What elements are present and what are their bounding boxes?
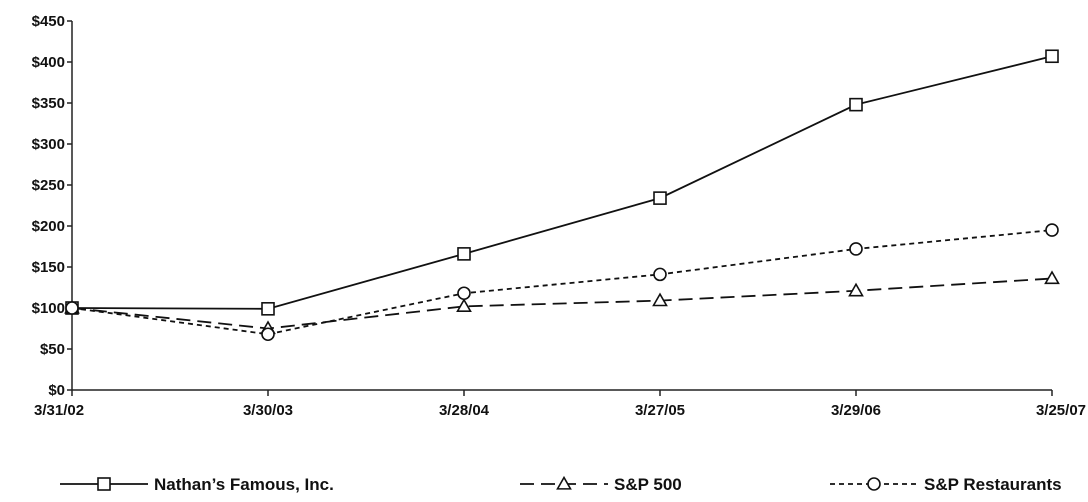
data-point-triangle <box>456 298 472 313</box>
data-point-square <box>849 97 863 112</box>
y-tick-label: $0 <box>48 382 65 399</box>
x-tick-label: 3/28/04 <box>439 402 490 419</box>
data-point-circle <box>457 286 471 301</box>
legend-marker-square <box>97 477 111 491</box>
y-tick-label: $450 <box>32 13 65 30</box>
legend-entry: S&P Restaurants <box>830 475 1062 494</box>
y-tick-label: $300 <box>32 136 65 153</box>
chart-axes: $0 $50 $100 $150 $200 $250 $300 $350 $400 $450 3/3… <box>32 13 1086 419</box>
series-line <box>71 55 1053 310</box>
data-point-circle <box>1045 223 1059 237</box>
data-point-circle <box>65 301 79 315</box>
data-point-circle <box>849 242 863 256</box>
data-point-triangle <box>1044 270 1060 285</box>
y-tick-label: $200 <box>32 218 65 235</box>
chart-series-layer <box>64 49 1060 342</box>
y-tick-label: $400 <box>32 54 65 71</box>
data-point-square <box>457 247 471 261</box>
legend-entry: Nathan’s Famous, Inc. <box>60 475 334 494</box>
legend-marker-triangle <box>556 475 572 490</box>
x-tick-label: 3/25/07 <box>1036 402 1086 419</box>
x-tick-label: 3/27/05 <box>635 402 685 419</box>
series-square <box>65 49 1059 316</box>
legend-marker-circle <box>867 477 881 491</box>
data-point-triangle <box>848 282 864 297</box>
data-point-square <box>261 302 275 316</box>
data-point-circle <box>261 327 275 342</box>
y-tick-label: $50 <box>40 341 65 358</box>
x-tick-label: 3/31/02 <box>34 402 84 419</box>
data-point-square <box>653 191 667 205</box>
y-tick-label: $250 <box>32 177 65 194</box>
chart-legend: Nathan’s Famous, Inc. S&P 500 S&P Restaura… <box>60 475 1062 494</box>
series-circle <box>65 223 1059 342</box>
series-line <box>71 277 1053 330</box>
legend-label: Nathan’s Famous, Inc. <box>154 475 334 494</box>
legend-label: S&P 500 <box>614 475 682 494</box>
data-point-triangle <box>652 292 668 307</box>
series-triangle <box>64 270 1060 335</box>
data-point-square <box>1045 49 1059 64</box>
legend-entry: S&P 500 <box>520 475 682 494</box>
y-tick-label: $150 <box>32 259 65 276</box>
data-point-circle <box>653 267 667 282</box>
series-line <box>71 229 1053 336</box>
x-tick-label: 3/30/03 <box>243 402 293 419</box>
x-tick-label: 3/29/06 <box>831 402 881 419</box>
y-tick-label: $350 <box>32 95 65 112</box>
legend-label: S&P Restaurants <box>924 475 1062 494</box>
y-tick-label: $100 <box>32 300 65 317</box>
